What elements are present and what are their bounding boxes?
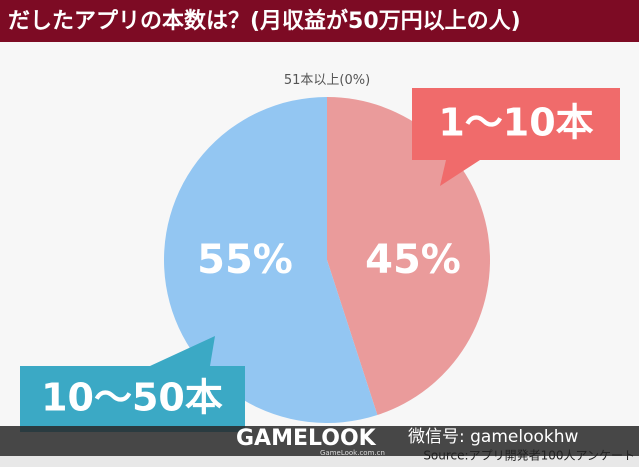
data-label: 45% <box>365 237 461 283</box>
title-bar <box>0 0 639 42</box>
source-note: Source:アプリ開発者100人アンケート <box>423 449 635 463</box>
watermark-site: GameLook.com.cn <box>320 449 385 457</box>
watermark-brand: GAMELOOK <box>236 426 377 451</box>
watermark-wechat: 微信号: gamelookhw <box>408 427 579 447</box>
value-label: (0%) <box>339 73 370 88</box>
callout <box>412 88 620 186</box>
callout-label: 1〜10本 <box>438 101 593 145</box>
watermark-bar <box>0 426 639 456</box>
category-label: 51本以上 <box>284 73 340 88</box>
footer-strip <box>0 456 639 467</box>
callout <box>20 336 245 432</box>
callout-label: 10〜50本 <box>41 376 223 420</box>
data-label: 51本以上(0%) <box>284 73 370 88</box>
data-label: 55% <box>197 237 293 283</box>
pie-slice <box>164 97 378 423</box>
chart-title: だしたアプリの本数は？(月収益が50万円以上の人) <box>8 8 521 34</box>
